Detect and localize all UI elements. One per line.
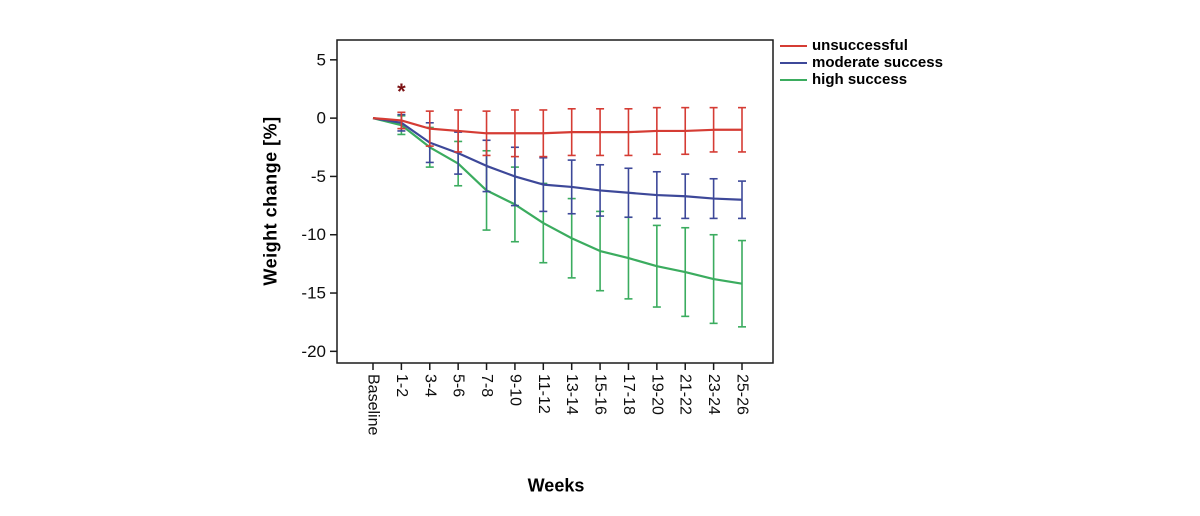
x-tick-label: 1-2 [393,374,410,397]
y-tick-label: -10 [301,225,326,244]
y-axis-title: Weight change [%] [260,116,281,286]
x-tick-label: 23-24 [705,374,722,415]
plot-border [336,39,774,364]
legend-line-icon [780,44,807,47]
series-unsuccessful [372,106,746,158]
x-tick-label: 13-14 [563,374,580,415]
series-moderate-success [372,113,746,220]
legend-label: moderate success [812,54,943,71]
x-tick-label: 9-10 [506,374,523,406]
x-axis-title: Weeks [527,475,585,496]
legend-label: high success [812,71,908,88]
legend-item-high-success: high success [780,71,943,88]
x-tick-label: 17-18 [620,374,637,415]
x-tick-label: 5-6 [450,374,467,397]
y-tick-label: 0 [317,109,326,128]
x-tick-label: 21-22 [677,374,694,415]
series-line [372,117,742,135]
y-tick-label: -20 [301,342,326,361]
x-tick-label: 15-16 [592,374,609,415]
legend-line-icon [780,78,807,81]
y-tick-label: -15 [301,284,326,303]
x-tick-label: 3-4 [421,374,438,397]
legend-item-moderate-success: moderate success [780,54,943,71]
legend: unsuccessful moderate success high succe… [780,37,943,88]
legend-label: unsuccessful [812,37,908,54]
legend-item-unsuccessful: unsuccessful [780,37,943,54]
y-tick-label: -5 [311,167,326,186]
series-line [372,117,743,285]
x-tick-label: 25-26 [734,374,751,415]
series-line [372,117,743,201]
x-tick-label: 11-12 [535,374,552,414]
y-tick-label: 5 [317,50,326,69]
significance-asterisk: * [397,79,406,105]
x-tick-label: Baseline [365,374,382,435]
x-tick-label: 7-8 [478,374,495,397]
series-high-success [372,114,746,328]
x-tick-label: 19-20 [648,374,665,415]
legend-line-icon [780,61,807,64]
